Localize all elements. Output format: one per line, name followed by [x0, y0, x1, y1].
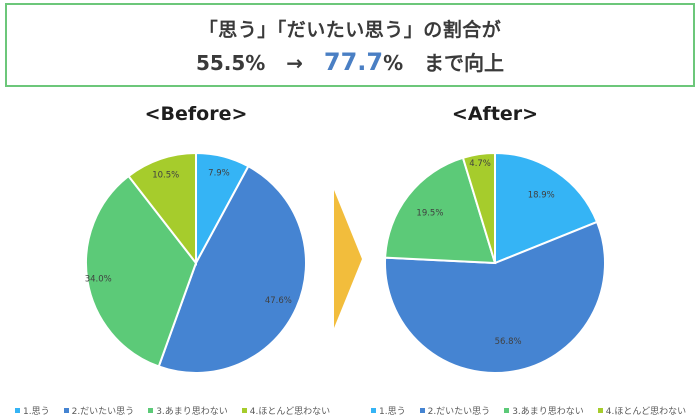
headline-box: 「思う」「だいたい思う」の割合が 55.5% → 77.7% まで向上: [5, 3, 695, 87]
pie-slice: [127, 151, 197, 266]
before-value: 55.5%: [195, 51, 266, 75]
legend-label: 3.あまり思わない: [512, 407, 584, 417]
legend-item: 3.あまり思わない: [504, 404, 584, 417]
pie-slice: [85, 174, 198, 368]
legend-swatch-icon: [63, 408, 69, 413]
legend-item: 4.ほとんど思わない: [241, 404, 331, 417]
legend-item: 2.だいたい思う: [63, 404, 135, 417]
pie-slice: [384, 156, 497, 265]
legend-swatch-icon: [241, 408, 247, 413]
headline-summary: 55.5% → 77.7% まで向上: [7, 47, 693, 76]
legend-swatch-icon: [15, 408, 20, 413]
after-value: 77.7: [323, 48, 384, 76]
slice-percentage-label: 56.8%: [495, 337, 522, 347]
legend-label: 2.だいたい思う: [71, 407, 135, 417]
pie-slice: [157, 164, 307, 374]
arrow-symbol: →: [286, 51, 303, 75]
legend-label: 2.だいたい思う: [427, 407, 491, 417]
pie-slice: [461, 151, 496, 264]
legend-item: 4.ほとんど思わない: [597, 404, 687, 417]
legend-item: 1.思う: [371, 404, 406, 417]
transition-arrow-icon: [334, 190, 362, 328]
legend-label: 3.あまり思わない: [156, 407, 228, 417]
slice-percentage-label: 4.7%: [469, 159, 491, 169]
slice-percentage-label: 18.9%: [528, 191, 555, 201]
before-legend: 1.思う 2.だいたい思う 3.あまり思わない 4.ほとんど思わない: [15, 404, 330, 417]
legend-label: 4.ほとんど思わない: [249, 407, 331, 417]
slice-percentage-label: 10.5%: [152, 171, 179, 181]
after-pie-chart: 18.9% 56.8% 19.5% 4.7%: [384, 151, 606, 374]
headline-title: 「思う」「だいたい思う」の割合が: [198, 19, 502, 41]
legend-swatch-icon: [504, 408, 510, 413]
slice-percentage-label: 19.5%: [416, 208, 443, 218]
headline-suffix: まで向上: [424, 51, 505, 75]
legend-swatch-icon: [148, 408, 154, 413]
legend-item: 3.あまり思わない: [148, 404, 228, 417]
pie-slice: [384, 220, 606, 374]
slice-percentage-label: 7.9%: [208, 168, 230, 178]
legend-label: 4.ほとんど思わない: [605, 407, 687, 417]
slice-percentage-label: 47.6%: [265, 296, 292, 306]
after-legend: 1.思う 2.だいたい思う 3.あまり思わない 4.ほとんど思わない: [371, 404, 686, 417]
before-chart-title: <Before>: [144, 103, 248, 125]
legend-label: 1.思う: [23, 407, 50, 417]
legend-swatch-icon: [371, 408, 376, 413]
legend-item: 1.思う: [15, 404, 50, 417]
legend-swatch-icon: [597, 408, 603, 413]
legend-swatch-icon: [419, 408, 425, 413]
after-value-unit: %: [383, 51, 404, 75]
before-pie-chart: 7.9% 47.6% 34.0% 10.5%: [85, 151, 307, 374]
slice-percentage-label: 34.0%: [85, 274, 112, 284]
pie-slice: [494, 151, 599, 265]
legend-label: 1.思う: [379, 407, 406, 417]
after-chart-title: <After>: [451, 103, 539, 125]
legend-item: 2.だいたい思う: [419, 404, 491, 417]
